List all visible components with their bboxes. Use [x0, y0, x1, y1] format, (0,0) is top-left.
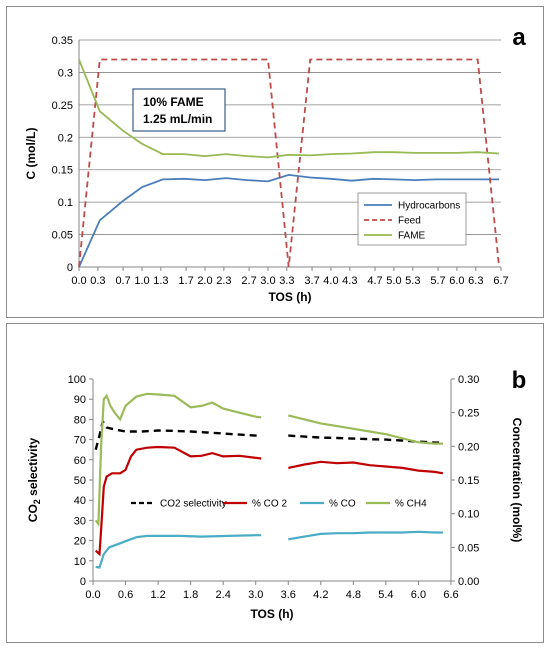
- x-tick-label: 2.0: [197, 275, 212, 287]
- series-line--co-2: [94, 445, 262, 557]
- legend-box: [357, 192, 467, 246]
- y-axis-title: C (mol/L): [24, 128, 38, 180]
- x-tick-label: 1.8: [183, 589, 198, 601]
- x-tick-label: 6.0: [449, 275, 464, 287]
- y-tick-label: 0.05: [52, 230, 73, 242]
- annotation-text: 10% FAME: [143, 95, 204, 109]
- y-right-tick-label: 0.20: [458, 441, 479, 453]
- y-tick-label: 0.25: [52, 100, 73, 112]
- x-tick-label: 6.3: [468, 275, 483, 287]
- annotation-box: [132, 88, 226, 132]
- legend-label: CO2 selectivity: [160, 499, 227, 510]
- legend-label: FAME: [398, 231, 426, 242]
- y-right-axis-title: Concentration (mol%): [510, 418, 524, 543]
- y-left-tick-label: 80: [74, 414, 86, 426]
- y-tick-label: 0.3: [58, 67, 73, 79]
- series-line-hydrocarbons: [78, 173, 500, 268]
- y-right-tick-label: 0.10: [458, 509, 479, 521]
- x-tick-label: 6.7: [493, 275, 508, 287]
- series-line--co-2: [288, 460, 444, 475]
- legend-label: Feed: [398, 216, 421, 227]
- x-tick-label: 2.4: [216, 589, 231, 601]
- series-line--ch4: [94, 392, 262, 527]
- chart-panel-a: 0 0.05 0.1 0.15 0.2 0.25 0.3 0.35 0.0 0.3 0.7 1.0 1.…: [6, 6, 544, 318]
- x-tick-label: 6.6: [443, 589, 458, 601]
- x-tick-label: 1.0: [134, 275, 149, 287]
- x-tick-label: 5.4: [378, 589, 393, 601]
- x-tick-label: 0.7: [115, 275, 130, 287]
- panel-label: a: [512, 24, 526, 51]
- x-tick-label: 4.8: [346, 589, 361, 601]
- series-line-co2-selectivity: [94, 418, 262, 451]
- y-right-tick-label: 0.15: [458, 475, 479, 487]
- x-tick-label: 2.7: [241, 275, 256, 287]
- y-left-tick-label: 10: [74, 556, 86, 568]
- x-tick-label: 3.0: [248, 589, 263, 601]
- legend-label: Hydrocarbons: [398, 201, 460, 212]
- legend-label: % CO 2: [252, 499, 287, 510]
- y-left-tick-label: 50: [74, 475, 86, 487]
- panel-label: b: [512, 367, 527, 394]
- y-tick-label: 0.2: [58, 132, 73, 144]
- y-right-tick-label: 0.30: [458, 374, 479, 386]
- y-tick-label: 0.35: [52, 35, 73, 47]
- y-left-tick-label: 40: [74, 495, 86, 507]
- y-left-tick-label: 20: [74, 536, 86, 548]
- x-tick-label: 0.0: [85, 589, 100, 601]
- x-tick-label: 4.0: [323, 275, 338, 287]
- x-tick-label: 5.0: [386, 275, 401, 287]
- x-tick-label: 5.3: [405, 275, 420, 287]
- series-line-fame: [78, 59, 500, 159]
- y-left-tick-label: 90: [74, 394, 86, 406]
- x-tick-label: 3.7: [304, 275, 319, 287]
- y-right-tick-label: 0.05: [458, 542, 479, 554]
- x-tick-label: 4.7: [367, 275, 382, 287]
- annotation-text: 1.25 mL/min: [143, 112, 212, 126]
- chart-b-svg: 0 10 20 30 40 50 60 70 80 90 100 0.00 0.05 0.10 0.15 0.…: [26, 367, 527, 621]
- x-axis-title: TOS (h): [250, 607, 293, 621]
- legend-label: % CO: [329, 499, 356, 510]
- y-tick-label: 0.15: [52, 165, 73, 177]
- y-left-axis-title: CO2 selectivity: [26, 437, 42, 522]
- chart-a-svg: 0 0.05 0.1 0.15 0.2 0.25 0.3 0.35 0.0 0.3 0.7 1.0 1.…: [24, 24, 526, 304]
- y-left-tick-label: 30: [74, 515, 86, 527]
- y-left-tick-label: 60: [74, 455, 86, 467]
- y-tick-label: 0.1: [58, 197, 73, 209]
- y-left-tick-label: 70: [74, 435, 86, 447]
- x-tick-label: 1.3: [153, 275, 168, 287]
- y-right-tick-label: 0.00: [458, 576, 479, 588]
- x-tick-label: 1.7: [178, 275, 193, 287]
- y-left-tick-label: 100: [68, 374, 86, 386]
- x-tick-label: 4.2: [313, 589, 328, 601]
- y-tick-label: 0: [67, 262, 73, 274]
- x-tick-label: 1.2: [150, 589, 165, 601]
- x-tick-label: 5.7: [430, 275, 445, 287]
- x-tick-label: 0.6: [118, 589, 133, 601]
- y-left-tick-label: 0: [80, 576, 86, 588]
- x-axis-title: TOS (h): [268, 290, 311, 304]
- x-tick-label: 2.3: [216, 275, 231, 287]
- y-right-tick-label: 0.25: [458, 408, 479, 420]
- x-tick-label: 3.0: [260, 275, 275, 287]
- legend-label: % CH4: [395, 499, 427, 510]
- x-tick-label: 4.3: [342, 275, 357, 287]
- series-line--co: [288, 530, 443, 541]
- chart-panel-b: 0 10 20 30 40 50 60 70 80 90 100 0.00 0.05 0.10 0.15 0.…: [6, 323, 544, 643]
- x-tick-label: 0.0: [71, 275, 86, 287]
- series-line-feed: [78, 58, 500, 268]
- x-tick-label: 6.0: [411, 589, 426, 601]
- series-line--ch4: [288, 414, 443, 445]
- x-tick-label: 3.6: [281, 589, 296, 601]
- series-line--co: [95, 534, 262, 569]
- x-tick-label: 0.3: [90, 275, 105, 287]
- x-tick-label: 3.3: [279, 275, 294, 287]
